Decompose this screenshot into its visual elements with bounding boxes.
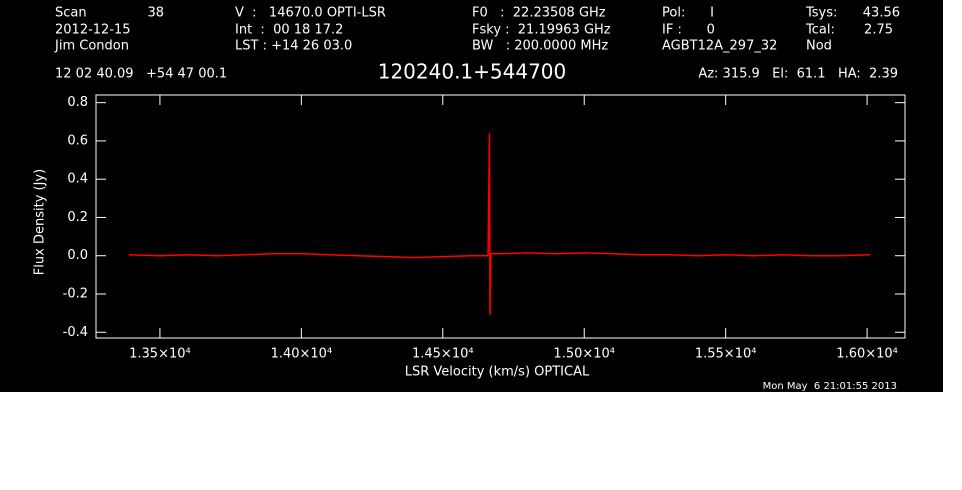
header-text: IF : 0 xyxy=(662,23,715,38)
header-text: BW : 200.0000 MHz xyxy=(472,39,608,54)
header-text: 38 xyxy=(147,6,164,21)
header-text: Tsys: xyxy=(805,6,837,21)
header-text: Fsky : 21.19963 GHz xyxy=(472,23,611,38)
x-tick-label: 1.50×10⁴ xyxy=(553,347,615,362)
y-axis-label: Flux Density (Jy) xyxy=(33,169,48,275)
chart-title: 120240.1+544700 xyxy=(378,60,567,84)
x-tick-label: 1.45×10⁴ xyxy=(412,347,474,362)
spectrum-line xyxy=(128,133,870,316)
x-axis-label: LSR Velocity (km/s) OPTICAL xyxy=(405,365,590,380)
header-text: F0 : 22.23508 GHz xyxy=(472,6,606,21)
y-tick-label: -0.2 xyxy=(63,286,88,301)
y-tick-label: 0.2 xyxy=(67,210,88,225)
x-tick-label: 1.35×10⁴ xyxy=(129,347,191,362)
header-text: AGBT12A_297_32 xyxy=(662,39,777,54)
y-tick-label: 0.0 xyxy=(67,248,88,263)
header-text: Pol: I xyxy=(662,6,714,21)
header-text: 12 02 40.09 +54 47 00.1 xyxy=(55,67,227,82)
header-text: Tcal: xyxy=(805,23,835,38)
header-text: V : 14670.0 OPTI-LSR xyxy=(235,6,386,21)
footer-date: Mon May 6 21:01:55 2013 xyxy=(763,381,897,392)
y-tick-label: 0.4 xyxy=(67,172,88,187)
y-tick-label: 0.6 xyxy=(67,133,88,148)
header-text: 2012-12-15 xyxy=(55,23,131,38)
header-text: 43.56 xyxy=(863,6,900,21)
x-tick-label: 1.55×10⁴ xyxy=(695,347,757,362)
y-tick-label: -0.4 xyxy=(63,325,88,340)
header-text: Scan xyxy=(55,6,87,21)
plot-frame xyxy=(95,94,906,339)
header-text: Int : 00 18 17.2 xyxy=(235,23,343,38)
y-tick-label: 0.8 xyxy=(67,95,88,110)
x-tick-label: 1.40×10⁴ xyxy=(271,347,333,362)
x-tick-label: 1.60×10⁴ xyxy=(836,347,898,362)
header-text: Nod xyxy=(806,39,832,54)
header-text: 2.75 xyxy=(864,23,893,38)
header-text: Az: 315.9 El: 61.1 HA: 2.39 xyxy=(698,67,898,82)
header-text: Jim Condon xyxy=(54,39,129,54)
header-text: LST : +14 26 03.0 xyxy=(235,39,352,54)
plot-background xyxy=(0,0,943,392)
